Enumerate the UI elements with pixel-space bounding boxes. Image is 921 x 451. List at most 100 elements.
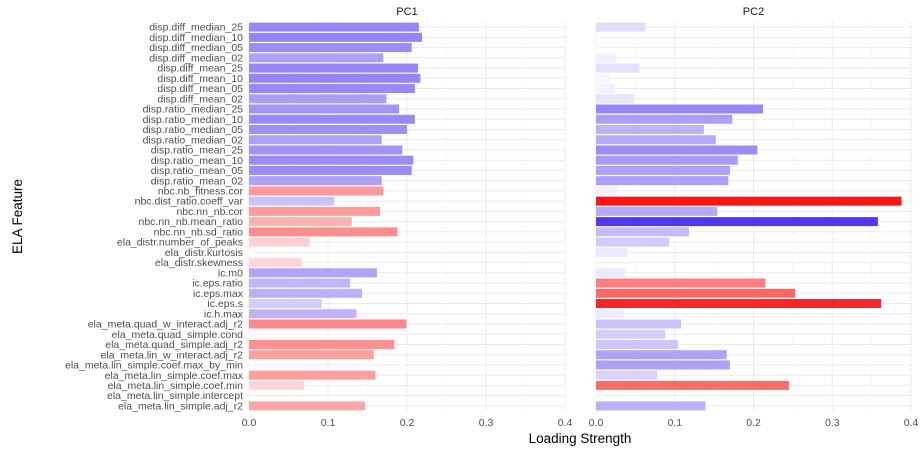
bar-pc1-12 (249, 135, 382, 145)
bar-pc1-13 (249, 145, 403, 155)
bar-pc1-23 (249, 247, 253, 257)
bar-pc2-38 (596, 401, 706, 411)
bar-pc2-5 (596, 63, 640, 73)
y-tick-label: disp.diff_median_02 (149, 52, 243, 64)
bar-pc2-35 (596, 370, 658, 380)
x-tick-label: 0.1 (321, 417, 336, 429)
y-tick-label: nbc.nn_nb.cor (176, 206, 243, 218)
bar-pc2-24 (596, 258, 599, 268)
bar-pc2-21 (596, 227, 689, 237)
y-tick-label: disp.diff_mean_02 (157, 93, 243, 105)
bar-pc2-31 (596, 329, 666, 339)
bar-pc1-8 (249, 94, 387, 104)
y-tick-label: disp.ratio_mean_10 (151, 155, 243, 167)
bar-pc2-20 (596, 217, 878, 227)
bar-pc2-2 (596, 32, 600, 42)
y-tick-label: disp.ratio_median_25 (143, 104, 244, 116)
x-tick-label: 0.3 (479, 417, 494, 429)
y-tick-label: disp.ratio_mean_05 (151, 165, 243, 177)
x-axis-title: Loading Strength (529, 431, 632, 446)
facet-label-pc1: PC1 (396, 6, 417, 18)
y-tick-label: disp.ratio_median_05 (143, 124, 244, 136)
x-tick-label: 0.2 (746, 417, 761, 429)
y-axis-title: ELA Feature (10, 179, 25, 254)
y-tick-label: ic.h.max (204, 308, 244, 320)
bar-pc2-25 (596, 268, 626, 278)
bar-pc2-18 (596, 196, 902, 206)
bar-pc2-22 (596, 237, 670, 247)
y-tick-label: ic.eps.ratio (192, 278, 243, 290)
bar-pc1-6 (249, 73, 421, 83)
y-tick-label: ic.m0 (218, 267, 243, 279)
y-tick-label: ela_meta.lin_simple.intercept (107, 390, 243, 402)
bar-pc1-25 (249, 268, 377, 278)
bar-pc1-29 (249, 309, 357, 319)
bar-pc2-26 (596, 278, 766, 288)
y-tick-label: disp.diff_mean_10 (157, 73, 243, 85)
bar-pc2-17 (596, 186, 618, 196)
bar-pc1-11 (249, 124, 407, 134)
y-tick-label: ela_meta.quad_simple.adj_r2 (105, 339, 243, 351)
bar-pc1-33 (249, 350, 374, 360)
bar-pc1-28 (249, 299, 322, 309)
x-tick-label: 0.4 (558, 417, 573, 429)
bar-pc2-9 (596, 104, 763, 114)
bar-pc1-19 (249, 206, 381, 216)
bar-pc1-15 (249, 165, 412, 175)
bar-pc1-22 (249, 237, 310, 247)
bar-pc1-26 (249, 278, 351, 288)
y-tick-label: ela_meta.lin_simple.adj_r2 (118, 400, 243, 412)
x-tick-label: 0.1 (667, 417, 682, 429)
bar-pc1-24 (249, 258, 302, 268)
bar-pc2-33 (596, 350, 727, 360)
bar-pc2-23 (596, 247, 628, 257)
bar-pc2-1 (596, 22, 646, 32)
y-tick-label: ela_meta.lin_simple.coef.max_by_min (65, 360, 243, 372)
bar-pc1-10 (249, 114, 415, 124)
bar-pc2-8 (596, 94, 634, 104)
bar-pc2-13 (596, 145, 758, 155)
bar-pc1-3 (249, 43, 412, 53)
bar-pc1-21 (249, 227, 398, 237)
bar-pc1-9 (249, 104, 400, 114)
x-tick-label: 0.4 (904, 417, 919, 429)
y-tick-label: disp.diff_median_25 (149, 22, 243, 34)
bar-pc2-10 (596, 114, 733, 124)
y-tick-label: ela_meta.lin_simple.coef.min (108, 380, 244, 392)
bar-pc1-31 (249, 329, 251, 339)
bar-pc1-27 (249, 288, 362, 298)
y-tick-label: disp.ratio_median_10 (143, 114, 244, 126)
bar-pc2-32 (596, 339, 678, 349)
bar-pc1-38 (249, 401, 366, 411)
y-tick-label: disp.diff_median_05 (149, 42, 243, 54)
bar-pc1-17 (249, 186, 384, 196)
y-tick-label: nbc.dist_ratio.coeff_var (135, 196, 244, 208)
bar-pc1-16 (249, 176, 382, 186)
bar-pc1-7 (249, 84, 415, 94)
bar-pc2-16 (596, 176, 729, 186)
y-tick-label: disp.ratio_mean_25 (151, 145, 243, 157)
bar-pc2-34 (596, 360, 730, 370)
y-tick-label: disp.diff_mean_05 (157, 83, 243, 95)
bar-pc1-1 (249, 22, 419, 32)
y-tick-labels: disp.diff_median_25disp.diff_median_10di… (65, 22, 244, 413)
bar-pc2-3 (596, 43, 598, 53)
bar-pc1-2 (249, 32, 423, 42)
x-tick-label: 0.0 (242, 417, 257, 429)
bar-pc2-36 (596, 380, 789, 390)
bar-pc1-32 (249, 339, 395, 349)
y-tick-label: ic.eps.max (193, 288, 244, 300)
bar-pc2-14 (596, 155, 738, 165)
bar-pc2-30 (596, 319, 682, 329)
y-tick-label: ela_meta.lin_w_interact.adj_r2 (101, 349, 244, 361)
y-tick-label: nbc.nb_fitness.cor (158, 186, 244, 198)
y-tick-label: ela_distr.number_of_peaks (117, 237, 243, 249)
bar-pc2-37 (596, 391, 597, 401)
bar-pc2-11 (596, 124, 704, 134)
y-tick-label: nbc.nn_nb.sd_ratio (154, 226, 243, 238)
y-tick-label: nbc.nn_nb.mean_ratio (139, 216, 244, 228)
bar-pc1-36 (249, 380, 305, 390)
bar-pc1-30 (249, 319, 407, 329)
y-tick-label: ela_meta.quad_simple.cond (112, 329, 243, 341)
